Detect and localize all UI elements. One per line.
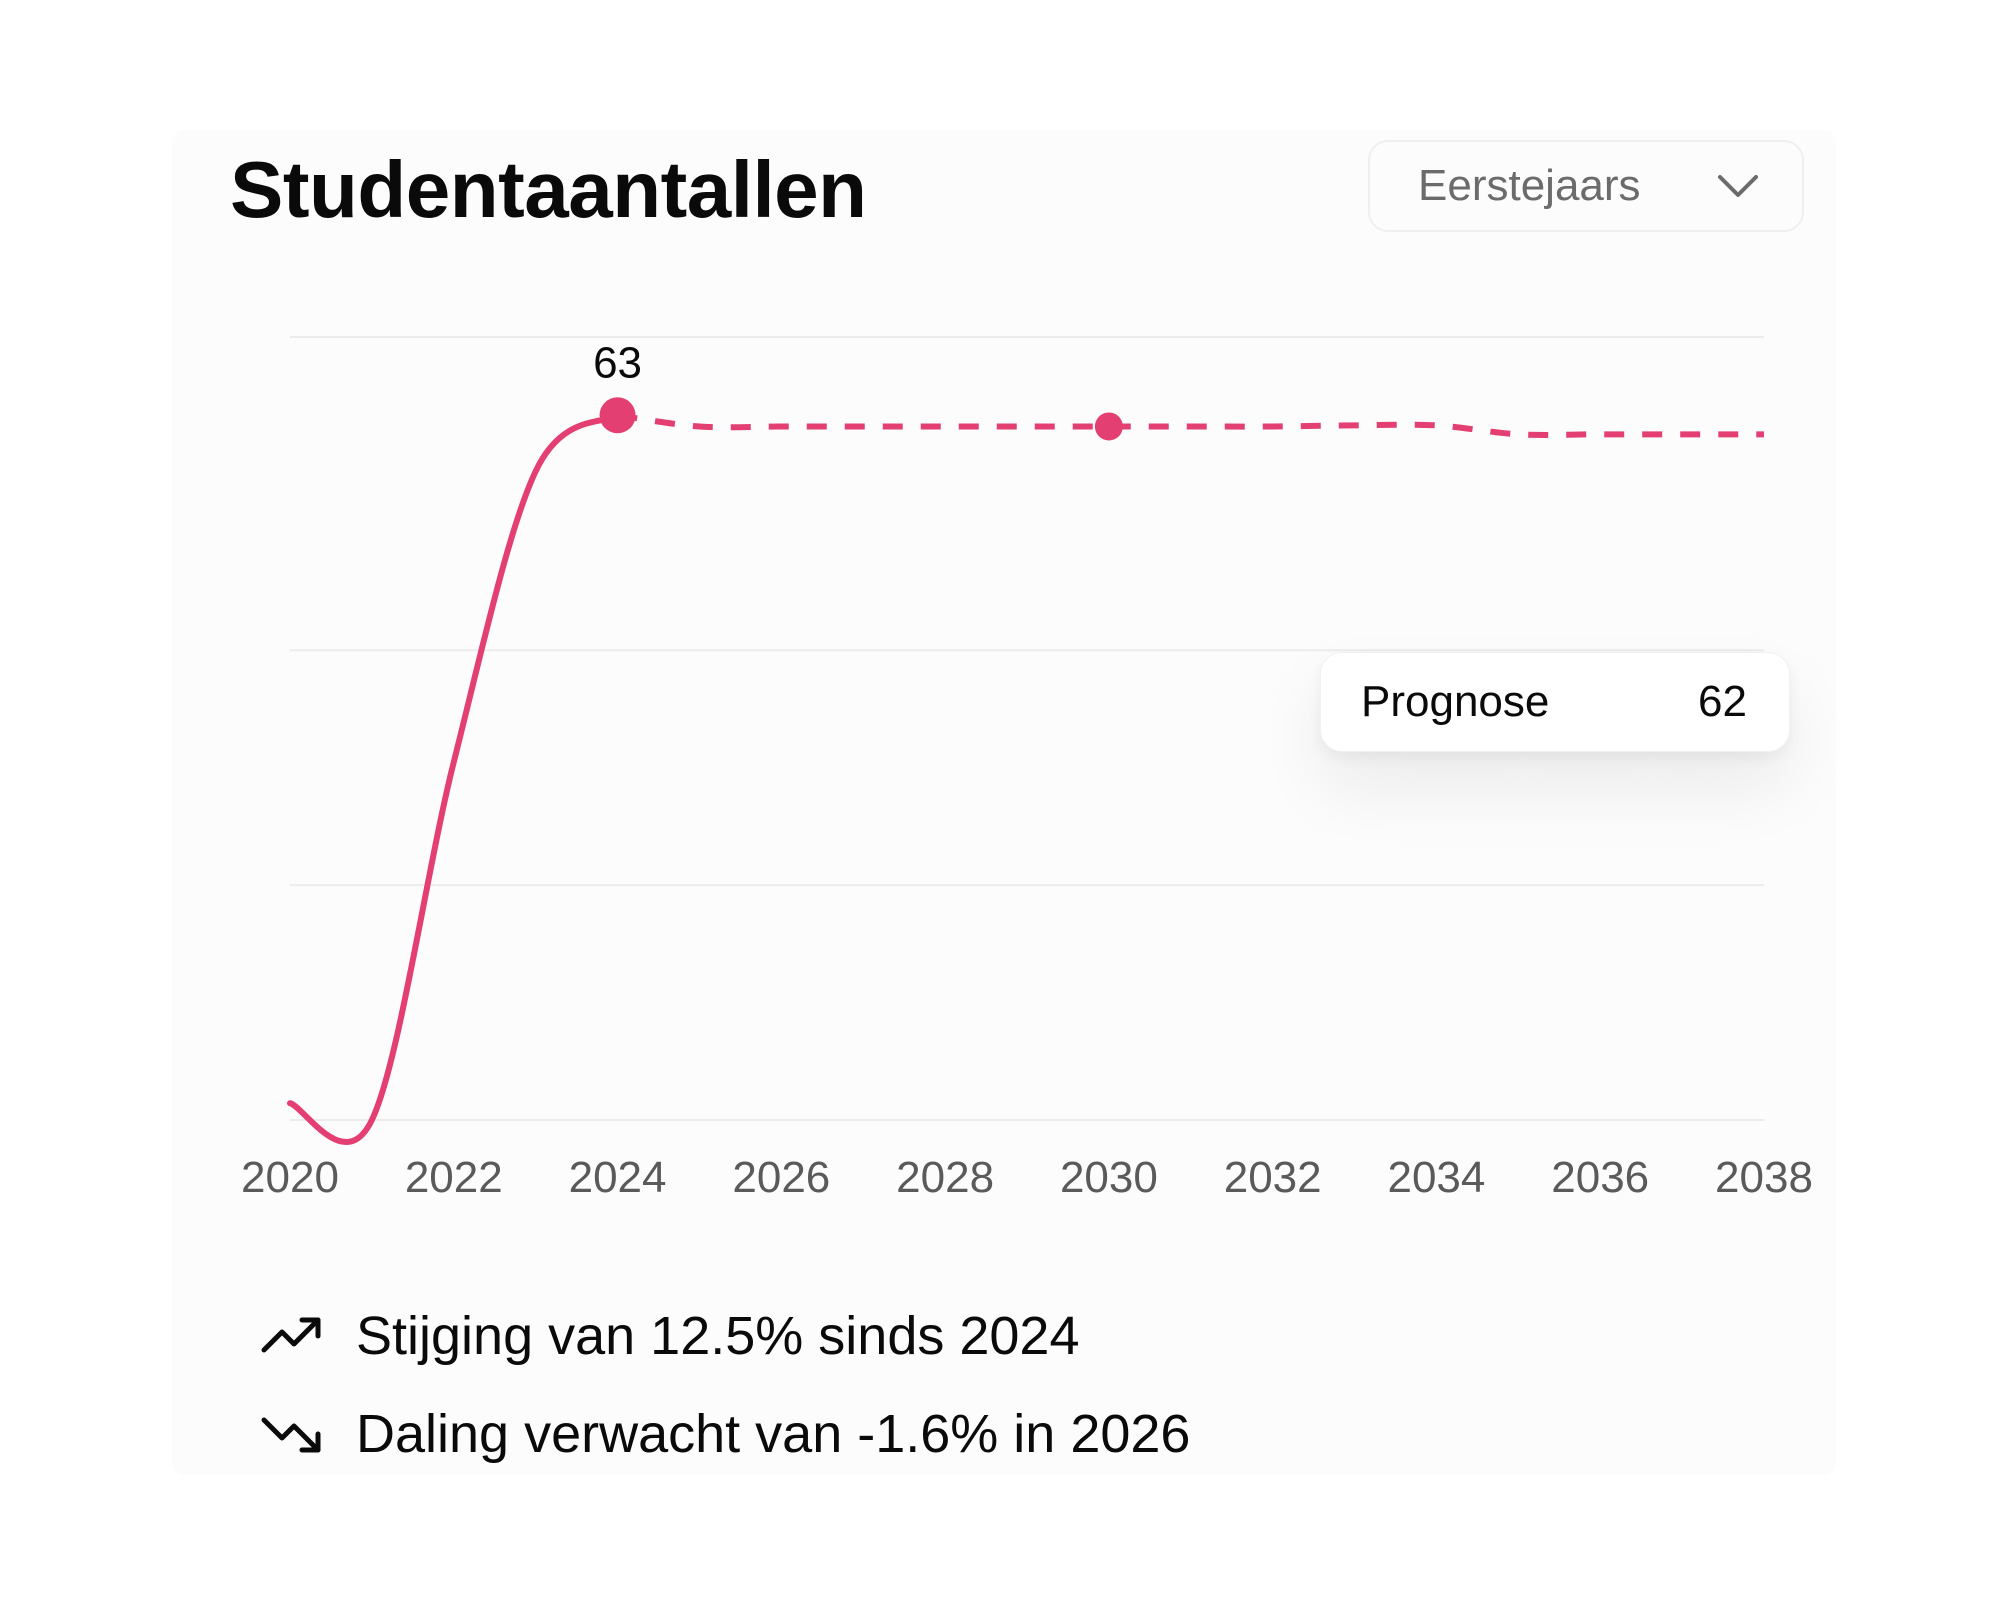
data-label: 63: [593, 338, 642, 387]
insight-row-decrease: Daling verwacht van -1.6% in 2026: [260, 1394, 1760, 1474]
chevron-down-icon: [1718, 175, 1758, 197]
student-type-dropdown[interactable]: Eerstejaars: [1368, 140, 1804, 232]
x-tick-label: 2038: [1715, 1153, 1813, 1202]
tooltip-label: Prognose: [1361, 677, 1550, 726]
forecast-series-line: [617, 412, 1764, 438]
trending-up-icon: [261, 1317, 321, 1353]
forecast-tooltip: Prognose 62: [1320, 652, 1790, 752]
x-tick-label: 2022: [405, 1153, 503, 1202]
x-tick-label: 2026: [732, 1153, 830, 1202]
line-chart: 2020 2022 2024 2026 2028 2030 2032 2034 2036 2038…: [241, 336, 1813, 1202]
x-tick-label: 2032: [1224, 1153, 1322, 1202]
x-tick-label: 2036: [1551, 1153, 1649, 1202]
chart-card: Studentaantallen Eerstejaars 2020 2022 202…: [172, 130, 1836, 1475]
data-point: [599, 397, 636, 434]
insight-row-increase: Stijging van 12.5% sinds 2024: [260, 1296, 1760, 1376]
x-tick-label: 2020: [241, 1153, 339, 1202]
x-tick-label: 2024: [569, 1153, 667, 1202]
data-point: [1094, 412, 1123, 441]
actual-series-line: [287, 412, 621, 1145]
insights-list: Stijging van 12.5% sinds 2024 Daling ver…: [260, 1296, 1760, 1492]
tooltip-value: 62: [1698, 677, 1747, 726]
insight-text: Stijging van 12.5% sinds 2024: [356, 1306, 1080, 1366]
trending-down-icon: [261, 1417, 321, 1453]
x-tick-label: 2034: [1387, 1153, 1485, 1202]
chart-title: Studentaantallen: [230, 145, 867, 234]
x-tick-label: 2030: [1060, 1153, 1158, 1202]
insight-text: Daling verwacht van -1.6% in 2026: [356, 1404, 1191, 1464]
dropdown-selected-value: Eerstejaars: [1418, 161, 1641, 210]
x-tick-label: 2028: [896, 1153, 994, 1202]
